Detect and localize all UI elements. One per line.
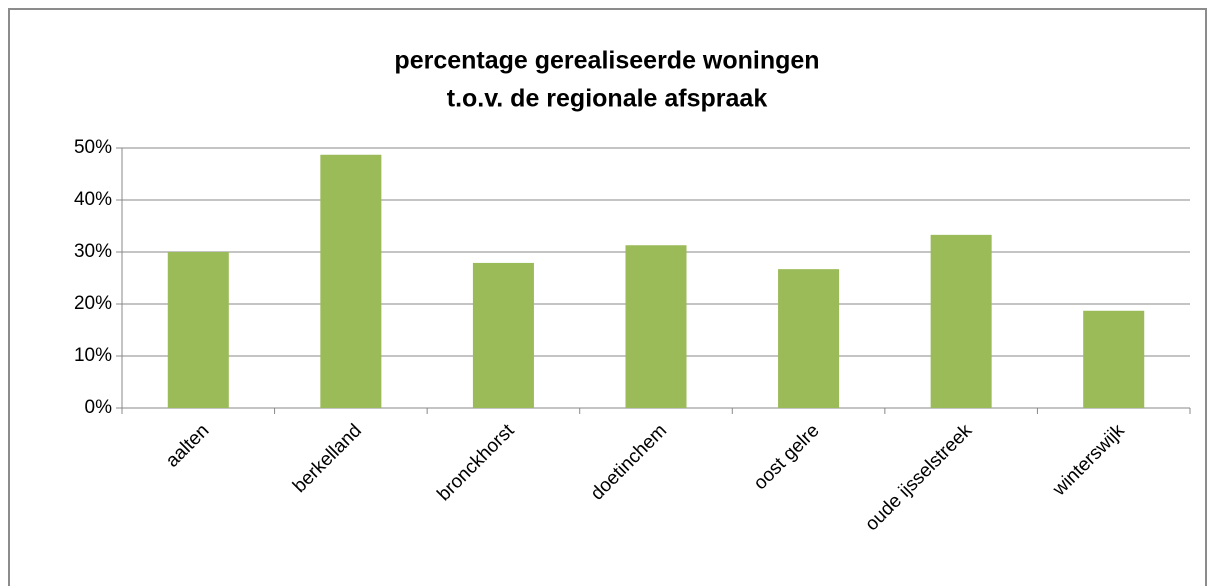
chart-title: t.o.v. de regionale afspraak (447, 85, 768, 113)
bar (778, 269, 840, 408)
y-tick-label: 50% (74, 137, 112, 158)
bar (625, 245, 687, 408)
bar (930, 234, 992, 408)
y-tick-label: 30% (74, 241, 112, 262)
y-tick-label: 40% (74, 189, 112, 210)
bar (167, 252, 229, 408)
bar (1083, 310, 1145, 408)
bar (472, 262, 534, 408)
chart-title: percentage gerealiseerde woningen (394, 47, 819, 75)
y-tick-label: 20% (74, 293, 112, 314)
y-tick-label: 10% (74, 345, 112, 366)
y-tick-label: 0% (85, 397, 113, 418)
bar (320, 154, 382, 408)
